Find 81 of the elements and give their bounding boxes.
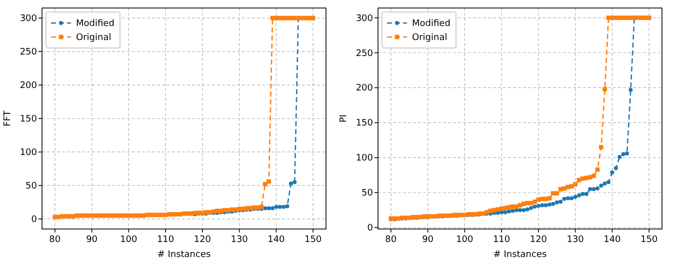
point — [602, 182, 607, 186]
point — [285, 204, 290, 208]
point — [288, 181, 293, 186]
point — [525, 207, 530, 212]
y-tick-label: 200 — [20, 81, 38, 92]
point — [540, 203, 544, 208]
y-axis-title: FFT — [3, 110, 13, 126]
point — [570, 196, 574, 200]
point — [503, 210, 508, 214]
x-tick-label: 100 — [456, 235, 474, 245]
point — [270, 206, 275, 210]
y-tick-label: 100 — [356, 154, 374, 164]
legend-label: Modified — [412, 19, 450, 29]
y-tick-label: 250 — [356, 48, 374, 59]
y-tick-label: 200 — [356, 84, 374, 94]
y-tick-label: 50 — [362, 188, 374, 199]
y-tick-label: 0 — [31, 214, 38, 225]
x-tick-label: 150 — [304, 235, 322, 245]
point — [532, 204, 537, 209]
point — [558, 200, 563, 204]
x-tick-label: 100 — [120, 235, 138, 245]
point — [566, 196, 570, 200]
y-tick-label: 250 — [20, 48, 38, 58]
point — [584, 192, 588, 196]
point — [266, 206, 271, 210]
y-tick-label: 150 — [356, 118, 374, 129]
point — [536, 204, 540, 208]
point — [577, 193, 582, 198]
x-tick-label: 110 — [492, 235, 510, 245]
x-tick-label: 90 — [422, 235, 434, 245]
point — [599, 184, 604, 188]
y-tick-label: 100 — [20, 148, 38, 158]
point — [618, 154, 622, 159]
point — [274, 204, 278, 209]
point — [562, 196, 566, 201]
x-tick-label: 130 — [230, 235, 248, 245]
point — [278, 204, 282, 209]
x-tick-label: 80 — [385, 235, 397, 245]
x-tick-label: 150 — [640, 235, 658, 245]
y-tick-label: 300 — [20, 14, 38, 24]
point — [551, 202, 556, 206]
y-tick-label: 0 — [367, 224, 374, 234]
point — [510, 208, 515, 213]
point — [573, 194, 578, 199]
point — [529, 206, 534, 210]
point — [624, 151, 629, 156]
x-tick-label: 80 — [49, 235, 61, 245]
x-tick-label: 90 — [86, 235, 98, 245]
point — [606, 180, 611, 184]
point — [580, 192, 585, 196]
legend-label: Modified — [76, 19, 114, 29]
x-tick-label: 120 — [194, 235, 212, 245]
legend-label: Original — [76, 33, 112, 43]
point — [628, 88, 633, 92]
point — [263, 206, 268, 210]
point — [522, 208, 526, 212]
x-axis-title: # Instances — [493, 250, 547, 260]
legend-label: Original — [412, 33, 448, 43]
point — [588, 187, 592, 192]
y-axis-title: PI — [339, 114, 349, 123]
x-tick-label: 140 — [268, 235, 286, 245]
x-tick-label: 140 — [604, 235, 622, 245]
x-tick-label: 120 — [530, 235, 548, 245]
point — [595, 186, 600, 190]
x-axis-title: # Instances — [157, 250, 211, 260]
point — [554, 200, 559, 204]
point — [518, 208, 522, 212]
point — [292, 180, 297, 184]
point — [548, 202, 552, 207]
point — [506, 210, 511, 214]
point — [592, 187, 596, 192]
y-tick-label: 150 — [20, 114, 38, 124]
point — [282, 204, 286, 209]
y-tick-label: 300 — [356, 14, 374, 24]
y-tick-label: 50 — [26, 181, 38, 192]
x-tick-label: 130 — [566, 235, 584, 245]
x-tick-label: 110 — [156, 235, 174, 245]
point — [614, 166, 618, 170]
point — [621, 152, 626, 156]
point — [610, 170, 614, 174]
point — [544, 203, 548, 208]
